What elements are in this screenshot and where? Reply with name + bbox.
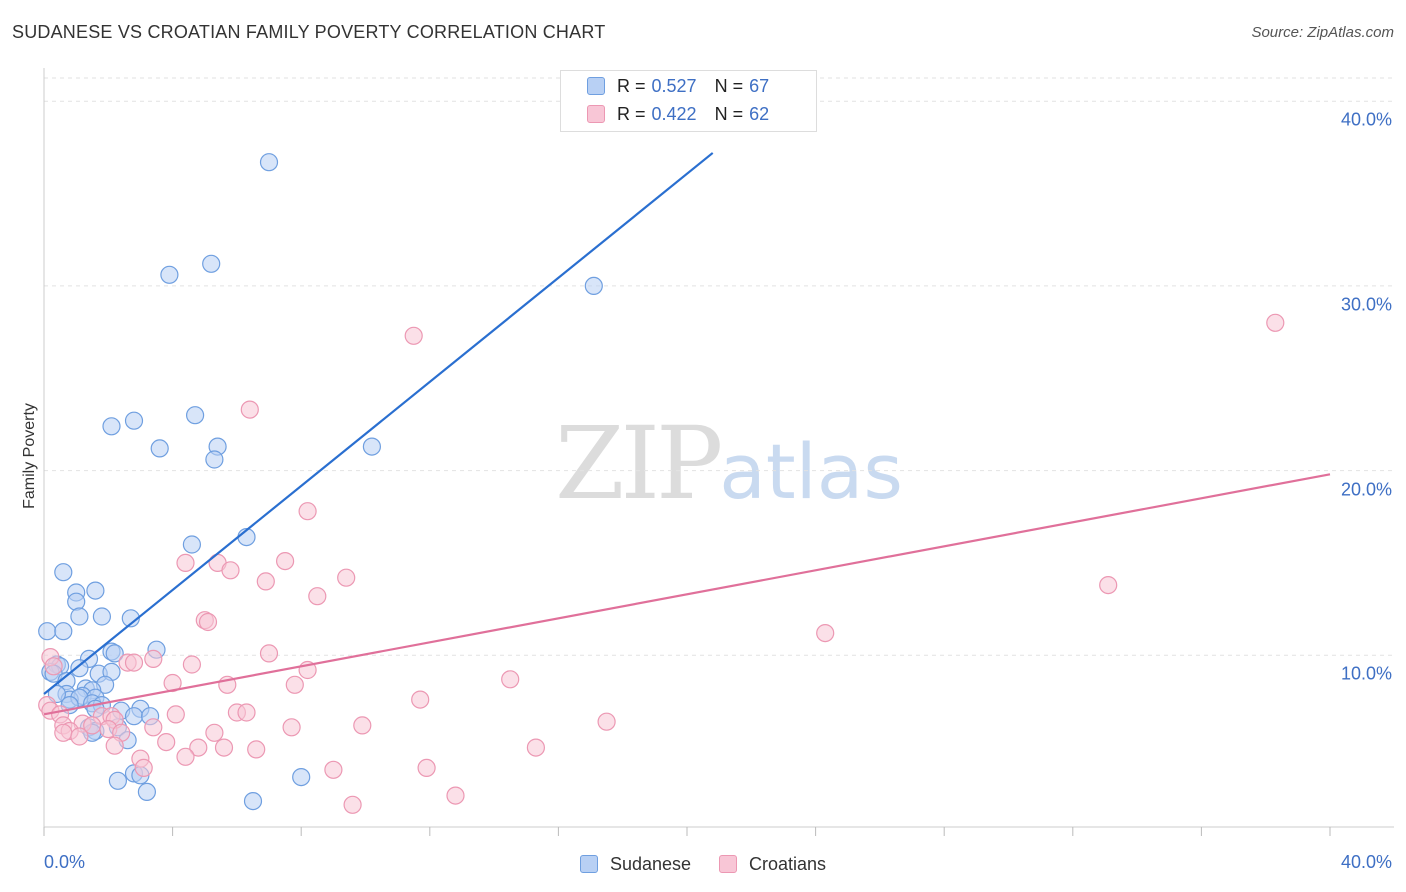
sudanese-point-3 — [584, 276, 603, 295]
croatian-point-47 — [205, 723, 224, 742]
sudanese-point-0 — [259, 153, 279, 172]
sudanese-point-18 — [92, 607, 112, 626]
sudanese-point-59 — [137, 782, 156, 802]
y-axis-label: Family Poverty — [21, 403, 38, 509]
y-tick-label-3: 40.0% — [1340, 109, 1392, 130]
croatian-point-19 — [124, 653, 144, 672]
croatian-point-15 — [259, 644, 279, 663]
croatian-point-3 — [298, 502, 317, 521]
y-tick-label-1: 20.0% — [1340, 479, 1392, 500]
croatian-point-0 — [1266, 313, 1285, 332]
correlation-legend: R = 0.527 N = 67 R = 0.422 N = 62 — [560, 70, 817, 132]
croatian-point-34 — [166, 705, 185, 724]
sudanese-point-16 — [67, 592, 86, 611]
croatian-point-52 — [189, 738, 208, 757]
croatian-point-48 — [282, 718, 301, 737]
croatian-point-49 — [353, 716, 372, 735]
croatian-point-36 — [237, 703, 256, 722]
croatian-point-58 — [134, 758, 153, 778]
croatian-point-51 — [105, 736, 124, 755]
sudanese-point-7 — [150, 439, 169, 458]
croatian-point-55 — [526, 738, 546, 757]
croatian-trend-line — [43, 473, 1331, 716]
croatian-point-13 — [198, 612, 218, 632]
sudanese-point-10 — [362, 437, 381, 456]
sudanese-point-49 — [124, 707, 144, 726]
sudanese-point-21 — [54, 622, 73, 641]
sudanese-point-5 — [124, 411, 144, 430]
croatian-point-22 — [44, 657, 63, 676]
sudanese-point-29 — [70, 659, 89, 678]
sudanese-point-24 — [105, 644, 124, 663]
croatian-point-1 — [404, 326, 423, 345]
croatian-point-61 — [446, 786, 465, 805]
croatians-n-value: 62 — [749, 103, 770, 124]
legend-item-sudanese[interactable]: Sudanese — [579, 854, 691, 875]
sudanese-point-61 — [292, 767, 311, 787]
series-legend: Sudanese Croatians — [0, 852, 1406, 876]
croatian-point-9 — [337, 568, 356, 587]
croatian-point-10 — [1099, 575, 1118, 595]
croatian-point-60 — [417, 758, 436, 778]
sudanese-point-17 — [70, 607, 89, 626]
croatian-point-54 — [247, 740, 266, 759]
legend-row-sudanese: R = 0.527 N = 67 — [587, 74, 769, 98]
croatian-point-11 — [308, 587, 327, 606]
chart-title: SUDANESE VS CROATIAN FAMILY POVERTY CORR… — [12, 22, 606, 42]
croatian-point-56 — [176, 747, 195, 766]
sudanese-point-6 — [186, 406, 205, 425]
croatian-point-2 — [240, 400, 259, 419]
legend-row-croatians: R = 0.422 N = 62 — [587, 102, 769, 126]
croatian-point-25 — [285, 675, 304, 694]
sudanese-point-11 — [182, 535, 201, 554]
croatian-point-20 — [182, 655, 201, 674]
sudanese-point-13 — [54, 563, 73, 582]
sudanese-point-4 — [102, 417, 121, 436]
croatian-point-16 — [144, 649, 163, 669]
croatian-point-37 — [597, 712, 616, 731]
croatian-point-6 — [276, 551, 295, 571]
croatian-point-53 — [214, 738, 234, 757]
croatian-point-4 — [176, 553, 195, 573]
croatian-point-43 — [54, 723, 73, 742]
sudanese-n-value: 67 — [749, 75, 770, 96]
source-credit: Source: ZipAtlas.com — [1251, 24, 1394, 41]
zipatlas-watermark: ZIPatlas — [555, 405, 903, 522]
y-tick-label-0: 10.0% — [1340, 663, 1392, 684]
croatian-point-23 — [163, 673, 182, 693]
x-tick-max: 40.0% — [1340, 852, 1392, 872]
croatian-point-14 — [816, 623, 835, 643]
y-tick-label-2: 30.0% — [1340, 294, 1392, 315]
croatians-swatch — [587, 105, 605, 123]
sudanese-trend-line — [43, 152, 714, 695]
croatian-point-50 — [157, 732, 176, 752]
sudanese-r-value: 0.527 — [651, 75, 697, 96]
sudanese-point-2 — [202, 254, 221, 273]
croatians-r-value: 0.422 — [651, 103, 697, 124]
sudanese-point-1 — [160, 265, 179, 284]
croatian-point-62 — [343, 795, 362, 814]
croatian-point-7 — [221, 561, 240, 580]
legend-item-croatians[interactable]: Croatians — [719, 854, 826, 875]
croatian-point-27 — [411, 690, 430, 709]
sudanese-legend-swatch — [579, 855, 598, 873]
sudanese-swatch — [587, 77, 605, 95]
x-tick-min: 0.0% — [44, 852, 86, 872]
sudanese-point-14 — [86, 581, 105, 600]
sudanese-point-9 — [205, 450, 224, 469]
sudanese-point-58 — [108, 771, 128, 790]
sudanese-point-60 — [243, 791, 263, 811]
croatian-point-59 — [324, 760, 343, 779]
croatian-point-46 — [144, 718, 163, 737]
croatian-point-44 — [70, 727, 89, 746]
croatians-legend-swatch — [719, 855, 738, 873]
croatian-point-26 — [501, 670, 520, 689]
croatian-point-8 — [256, 572, 275, 591]
sudanese-point-20 — [38, 622, 57, 641]
